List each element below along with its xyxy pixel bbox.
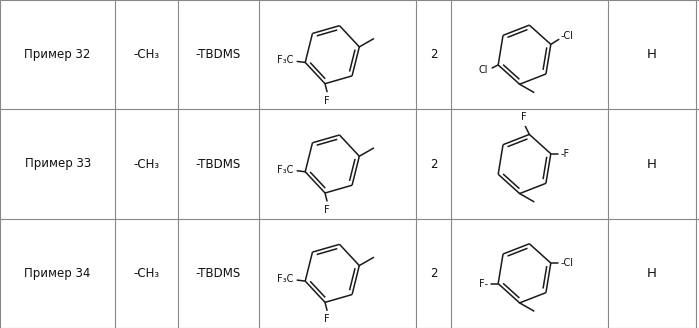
Text: Пример 34: Пример 34	[24, 267, 91, 280]
Text: 2: 2	[430, 157, 437, 171]
Text: -TBDMS: -TBDMS	[196, 48, 241, 61]
Text: F: F	[324, 96, 330, 106]
Text: -F: -F	[561, 149, 570, 159]
Text: -TBDMS: -TBDMS	[196, 157, 241, 171]
Text: -CH₃: -CH₃	[134, 48, 160, 61]
Text: F: F	[521, 113, 526, 122]
Text: F: F	[324, 314, 330, 324]
Text: H: H	[647, 267, 657, 280]
Text: -CH₃: -CH₃	[134, 267, 160, 280]
Text: -CH₃: -CH₃	[134, 157, 160, 171]
Text: F₃C: F₃C	[277, 274, 293, 284]
Text: -Cl: -Cl	[561, 31, 574, 41]
Text: Пример 33: Пример 33	[24, 157, 91, 171]
Text: 2: 2	[430, 267, 437, 280]
Text: 2: 2	[430, 48, 437, 61]
Text: Пример 32: Пример 32	[24, 48, 91, 61]
Text: F-: F-	[479, 278, 488, 289]
Text: Cl: Cl	[479, 65, 488, 75]
Text: F₃C: F₃C	[277, 55, 293, 66]
Text: F: F	[324, 205, 330, 215]
Text: H: H	[647, 48, 657, 61]
Text: F₃C: F₃C	[277, 165, 293, 175]
Text: -Cl: -Cl	[561, 258, 574, 268]
Text: H: H	[647, 157, 657, 171]
Text: -TBDMS: -TBDMS	[196, 267, 241, 280]
